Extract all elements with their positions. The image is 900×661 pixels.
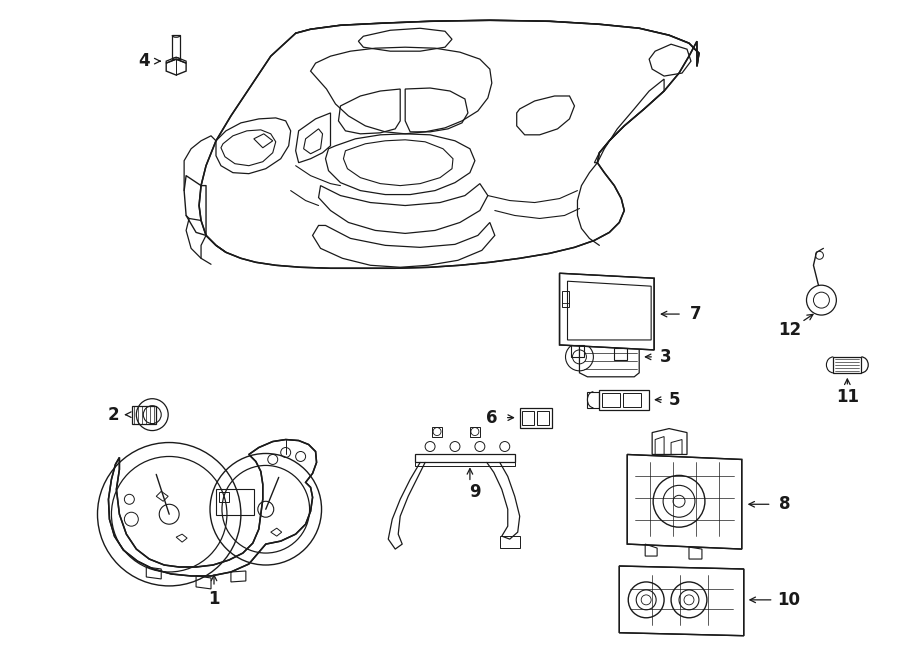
Bar — [415, 455, 515, 463]
Polygon shape — [199, 20, 699, 268]
Text: 4: 4 — [139, 52, 150, 70]
Bar — [536, 410, 549, 424]
Bar — [500, 536, 519, 548]
Bar — [522, 410, 534, 424]
Bar — [219, 492, 229, 502]
Bar — [132, 406, 157, 424]
Bar — [519, 408, 552, 428]
Polygon shape — [108, 440, 317, 576]
Text: 2: 2 — [108, 406, 119, 424]
Text: 12: 12 — [778, 321, 801, 339]
Text: 3: 3 — [661, 348, 672, 366]
Text: 6: 6 — [486, 408, 498, 426]
Polygon shape — [627, 455, 742, 549]
Text: 10: 10 — [777, 591, 800, 609]
Bar — [562, 291, 570, 307]
Text: 11: 11 — [836, 388, 859, 406]
Bar — [588, 392, 599, 408]
Text: 5: 5 — [669, 391, 680, 408]
Bar — [172, 35, 180, 59]
Bar — [599, 390, 649, 410]
Text: 7: 7 — [690, 305, 702, 323]
Text: 1: 1 — [208, 590, 220, 608]
Bar — [602, 393, 620, 407]
Text: 9: 9 — [469, 483, 481, 501]
Polygon shape — [619, 566, 743, 636]
Bar — [624, 393, 641, 407]
Bar — [415, 463, 515, 467]
Polygon shape — [560, 273, 654, 350]
Text: 8: 8 — [778, 495, 790, 514]
Bar — [216, 489, 254, 515]
